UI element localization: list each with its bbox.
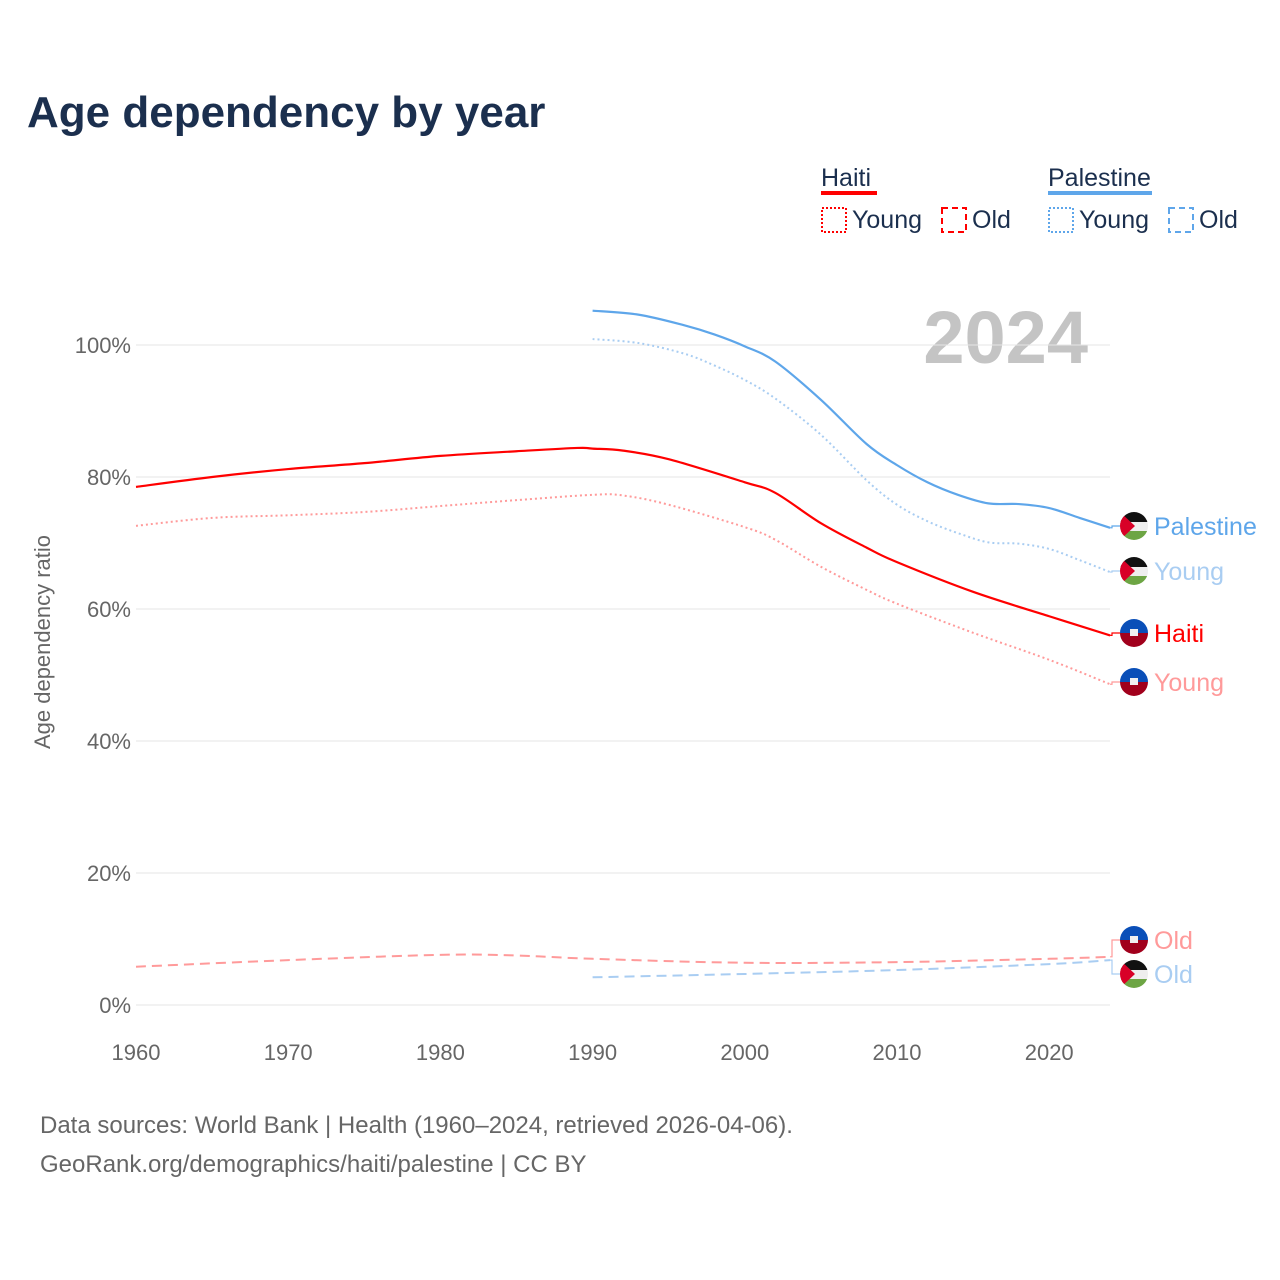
- legend-item: Young: [852, 206, 922, 234]
- flag-band: [1120, 960, 1148, 970]
- label-connector: [1110, 959, 1120, 975]
- series-haiti-old: Old: [135, 926, 1193, 968]
- series-palestine: Palestine: [592, 309, 1257, 541]
- haiti-flag-icon: [1120, 926, 1148, 954]
- series-haiti: Haiti: [135, 446, 1204, 648]
- flag-band: [1120, 531, 1148, 540]
- flag-triangle: [1120, 512, 1135, 540]
- legend-group-title: Haiti: [821, 164, 871, 192]
- flag-band: [1120, 557, 1148, 567]
- series-end-label: Haiti: [1154, 620, 1204, 648]
- haiti-flag-icon: [1120, 668, 1148, 696]
- palestine-flag-icon: [1120, 557, 1148, 585]
- x-tick-label: 2010: [873, 1040, 922, 1065]
- flag-emblem: [1130, 936, 1138, 943]
- legend-swatch-young: [821, 207, 847, 233]
- series-line: [135, 446, 1111, 637]
- series-end-label: Old: [1154, 961, 1193, 989]
- label-connector: [1110, 632, 1120, 636]
- series-palestine-young: Young: [592, 338, 1224, 586]
- data-sources: Data sources: World Bank | Health (1960–…: [40, 1112, 793, 1139]
- series-end-label: Palestine: [1154, 513, 1257, 541]
- legend-swatch-old: [941, 207, 967, 233]
- flag-band: [1120, 512, 1148, 522]
- series-end-label: Old: [1154, 927, 1193, 955]
- x-tick-label: 2000: [720, 1040, 769, 1065]
- series-haiti-young: Young: [135, 493, 1224, 697]
- y-tick-label: 100%: [75, 333, 131, 358]
- legend: Haiti Young Old Palestine Young Old: [821, 164, 1238, 234]
- series-line: [592, 338, 1111, 573]
- haiti-flag-icon: [1120, 619, 1148, 647]
- series-palestine-old: Old: [592, 959, 1193, 989]
- label-connector: [1110, 939, 1120, 958]
- series-line: [592, 959, 1111, 979]
- flag-band: [1120, 668, 1148, 682]
- label-connector: [1110, 525, 1120, 529]
- source-link[interactable]: GeoRank.org/demographics/haiti/palestine…: [40, 1151, 587, 1178]
- label-connector: [1110, 570, 1120, 573]
- flag-band: [1120, 682, 1148, 696]
- y-tick-label: 60%: [87, 597, 131, 622]
- series-end-label: Young: [1154, 558, 1224, 586]
- flag-band: [1120, 633, 1148, 647]
- y-tick-label: 40%: [87, 729, 131, 754]
- flag-emblem: [1130, 678, 1138, 685]
- y-tick-label: 20%: [87, 861, 131, 886]
- year-watermark: 2024: [923, 296, 1088, 379]
- series-line: [135, 953, 1111, 968]
- legend-swatch-old: [1168, 207, 1194, 233]
- y-axis-label: Age dependency ratio: [30, 535, 55, 749]
- x-tick-label: 2020: [1025, 1040, 1074, 1065]
- label-connector: [1110, 681, 1120, 685]
- x-tick-label: 1980: [416, 1040, 465, 1065]
- legend-item: Young: [1079, 206, 1149, 234]
- flag-triangle: [1120, 960, 1135, 988]
- palestine-flag-icon: [1120, 960, 1148, 988]
- flag-triangle: [1120, 557, 1135, 585]
- y-tick-label: 0%: [99, 993, 131, 1018]
- legend-item: Old: [1199, 206, 1238, 234]
- legend-group-title: Palestine: [1048, 164, 1151, 192]
- x-tick-label: 1970: [264, 1040, 313, 1065]
- flag-band: [1120, 576, 1148, 585]
- legend-item: Old: [972, 206, 1011, 234]
- x-tick-label: 1960: [112, 1040, 161, 1065]
- palestine-flag-icon: [1120, 512, 1148, 540]
- footer: Data sources: World Bank | Health (1960–…: [40, 1106, 793, 1184]
- y-tick-label: 80%: [87, 465, 131, 490]
- legend-swatch-young: [1048, 207, 1074, 233]
- series-end-label: Young: [1154, 669, 1224, 697]
- flag-band: [1120, 979, 1148, 988]
- legend-group-swatch: [1048, 191, 1152, 195]
- legend-group-swatch: [821, 191, 877, 195]
- flag-emblem: [1130, 629, 1138, 636]
- chart-title: Age dependency by year: [27, 88, 546, 137]
- flag-band: [1120, 940, 1148, 954]
- x-tick-label: 1990: [568, 1040, 617, 1065]
- series-line: [592, 309, 1111, 529]
- flag-band: [1120, 619, 1148, 633]
- flag-band: [1120, 926, 1148, 940]
